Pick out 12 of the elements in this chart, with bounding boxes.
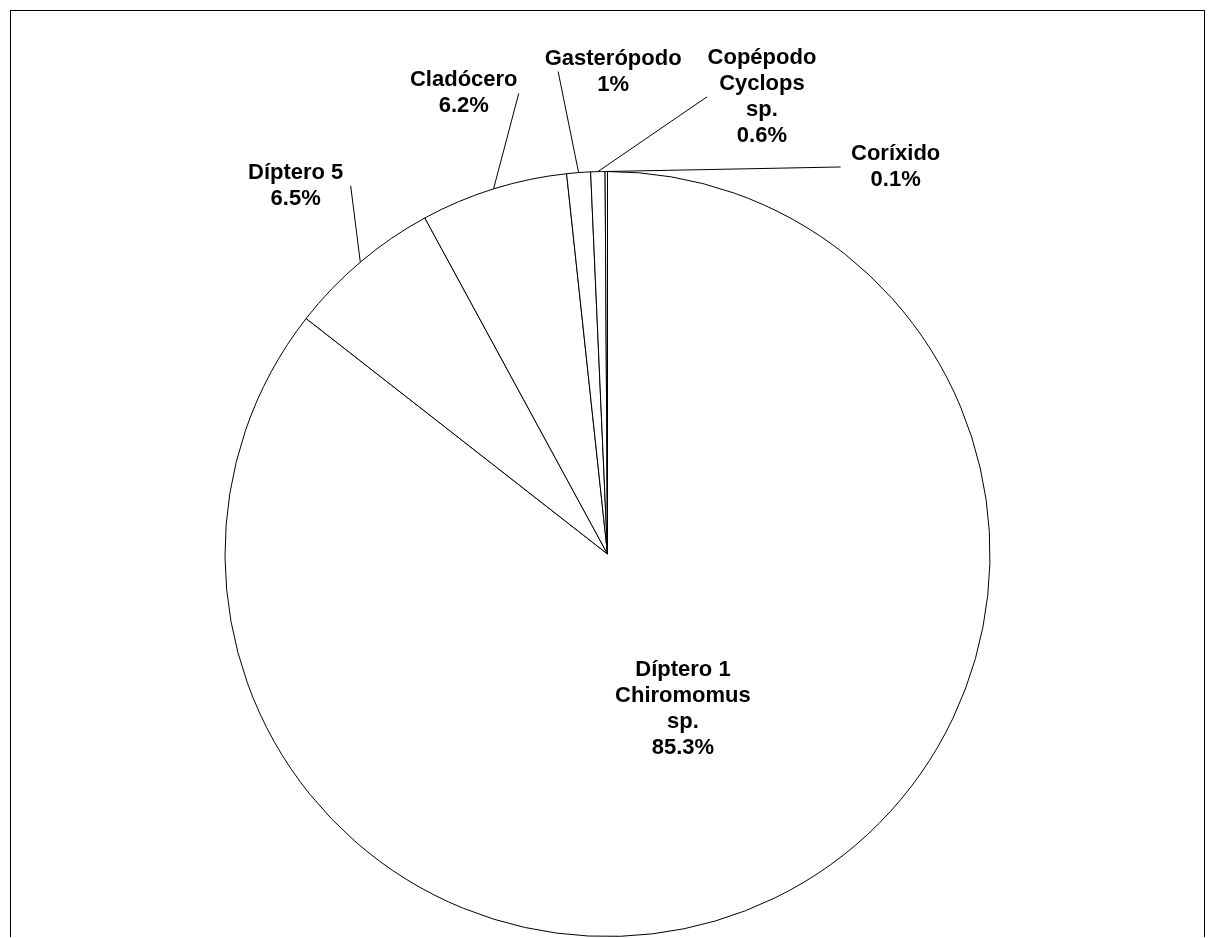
data-label: 0.6% — [736, 121, 788, 147]
slice-label: Díptero 1 Chiromomus sp. — [615, 655, 751, 733]
slice-label: Cladócero — [409, 66, 518, 92]
data-label: 1% — [597, 70, 630, 96]
data-label: 6.5% — [270, 184, 321, 210]
slice-label: Coríxido — [851, 140, 941, 166]
slice-label: Gasterópodo — [544, 44, 682, 70]
data-label: 85.3% — [651, 733, 715, 759]
slice-label: Copépodo Cyclops sp. — [707, 43, 817, 121]
data-label: 0.1% — [870, 166, 921, 192]
slice-label: Díptero 5 — [248, 158, 344, 184]
data-label: 6.2% — [438, 92, 489, 118]
